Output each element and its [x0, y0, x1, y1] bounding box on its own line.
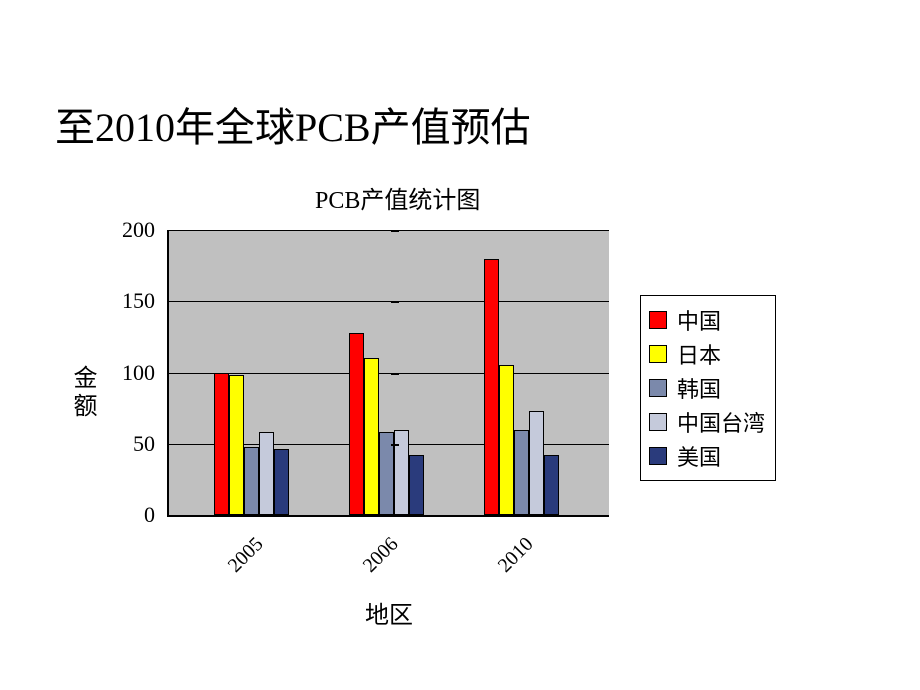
slide-title: 至2010年全球PCB产值预估	[55, 95, 531, 153]
legend-label: 美国	[677, 440, 721, 472]
gridline	[169, 373, 609, 374]
bar	[529, 411, 544, 515]
y-tick-label: 0	[105, 502, 155, 528]
bar	[229, 375, 244, 515]
legend: 中国日本韩国中国台湾美国	[640, 295, 776, 481]
bar	[544, 455, 559, 515]
bar	[499, 365, 514, 515]
y-tick	[391, 373, 399, 375]
bar	[484, 259, 499, 516]
x-tick-label: 2010	[493, 533, 538, 578]
chart-title: PCB产值统计图	[315, 180, 480, 215]
y-axis-label: 金额	[65, 365, 100, 421]
y-tick-label: 200	[105, 217, 155, 243]
y-tick-label: 150	[105, 288, 155, 314]
bar	[409, 455, 424, 515]
legend-swatch	[649, 311, 667, 329]
bar	[514, 430, 529, 516]
y-tick	[391, 515, 399, 517]
x-tick-label: 2006	[358, 533, 403, 578]
gridline	[169, 301, 609, 302]
legend-item: 韩国	[649, 372, 765, 404]
legend-swatch	[649, 379, 667, 397]
plot-area	[167, 230, 609, 517]
x-tick-label: 2005	[223, 533, 268, 578]
legend-item: 中国	[649, 304, 765, 336]
legend-item: 美国	[649, 440, 765, 472]
legend-swatch	[649, 447, 667, 465]
legend-item: 日本	[649, 338, 765, 370]
legend-item: 中国台湾	[649, 406, 765, 438]
legend-swatch	[649, 413, 667, 431]
y-tick	[391, 301, 399, 303]
y-tick	[391, 230, 399, 232]
slide: 至2010年全球PCB产值预估 PCB产值统计图 金额 地区 中国日本韩国中国台…	[0, 0, 920, 690]
legend-label: 日本	[677, 338, 721, 370]
bar	[259, 432, 274, 515]
bar	[274, 449, 289, 515]
y-tick-label: 50	[105, 431, 155, 457]
bar	[349, 333, 364, 515]
legend-label: 中国	[677, 304, 721, 336]
y-tick	[391, 444, 399, 446]
chart-container: PCB产值统计图 金额 地区 中国日本韩国中国台湾美国 050100150200…	[85, 175, 845, 635]
y-tick-label: 100	[105, 360, 155, 386]
gridline	[169, 230, 609, 231]
bar	[214, 373, 229, 516]
bar	[244, 447, 259, 515]
bar	[364, 358, 379, 515]
legend-label: 中国台湾	[677, 406, 765, 438]
x-axis-label: 地区	[365, 595, 413, 630]
bar	[394, 430, 409, 516]
legend-label: 韩国	[677, 372, 721, 404]
legend-swatch	[649, 345, 667, 363]
